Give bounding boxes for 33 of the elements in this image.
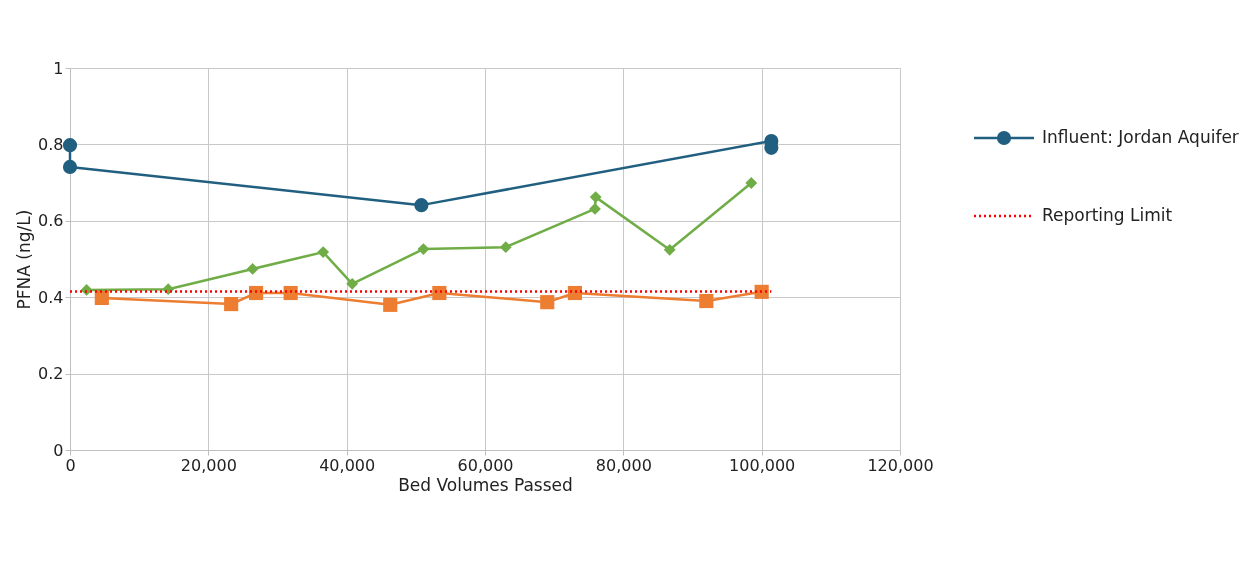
point [663, 243, 676, 256]
point [414, 198, 429, 213]
point [432, 285, 447, 301]
point [224, 297, 239, 312]
y-tick-label: 0 [53, 440, 64, 460]
legend-label: Influent: Jordan Aquifer [1042, 127, 1239, 147]
point [589, 191, 602, 204]
y-tick-label: 0.8 [38, 134, 64, 154]
point [383, 297, 398, 312]
x-tick-label: 60,000 [457, 455, 514, 475]
point [699, 293, 714, 309]
point [745, 177, 758, 189]
x-tick-label: 120,000 [867, 455, 934, 475]
point [417, 243, 430, 255]
x-tick-label: 40,000 [319, 455, 376, 475]
point [246, 263, 259, 275]
legend-label: Reporting Limit [1042, 205, 1173, 225]
x-tick-label: 80,000 [595, 455, 652, 475]
point [540, 295, 555, 310]
point [317, 246, 330, 259]
x-tick-label: 100,000 [729, 455, 796, 475]
point [499, 241, 512, 254]
x-axis-title: Bed Volumes Passed [398, 474, 573, 495]
point [94, 290, 109, 306]
x-tick-label: 20,000 [180, 455, 237, 475]
point [62, 159, 78, 174]
point [62, 138, 78, 153]
y-axis-title: PFNA (ng/L) [14, 209, 35, 310]
point [346, 277, 359, 290]
y-tick-label: 0.6 [38, 211, 64, 231]
y-tick-label: 0.4 [38, 287, 64, 307]
y-tick-label: 1 [53, 58, 64, 78]
y-tick-label: 0.2 [38, 364, 64, 384]
